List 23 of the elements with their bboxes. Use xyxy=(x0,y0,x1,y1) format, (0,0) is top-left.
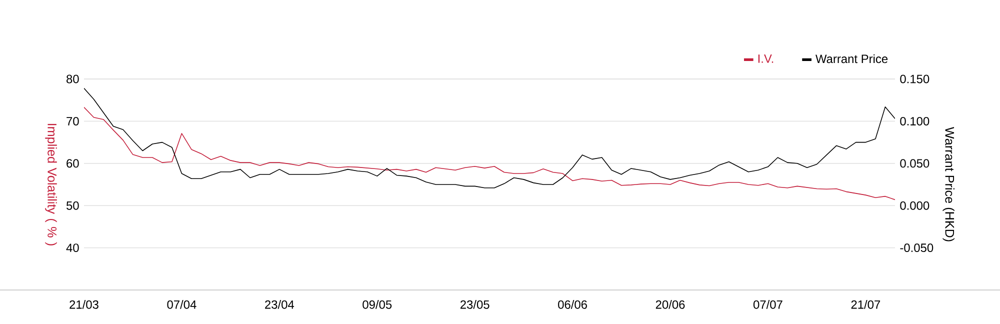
y-axis-title: Implied Volatility ( % ) xyxy=(45,124,57,246)
y-tick-label: 50 xyxy=(66,201,79,210)
x-tick-label: 07/04 xyxy=(167,300,196,309)
y2-tick-label: 0.100 xyxy=(900,116,930,126)
y-tick-label: 80 xyxy=(66,74,79,84)
legend-label: I.V. xyxy=(758,54,774,63)
y-tick-label: 60 xyxy=(66,159,79,168)
y2-axis-title: Warrant Price (HKD) xyxy=(942,126,954,242)
x-tick-label: 21/07 xyxy=(851,300,880,309)
y-tick-label: 70 xyxy=(66,116,79,126)
x-tick-label: 21/03 xyxy=(70,300,98,309)
x-tick-label: 23/05 xyxy=(460,300,490,309)
y2-tick-label: 0.000 xyxy=(900,201,930,210)
x-tick-label: 20/06 xyxy=(656,300,685,309)
x-tick-label: 09/05 xyxy=(362,300,392,309)
y-tick-label: 40 xyxy=(66,244,79,252)
x-tick-label: 23/04 xyxy=(265,300,294,309)
x-tick-label: 06/06 xyxy=(558,300,587,309)
y2-tick-label: 0.050 xyxy=(900,159,930,168)
x-tick-label: 07/07 xyxy=(753,300,782,309)
y2-tick-label: 0.150 xyxy=(900,74,930,84)
y2-tick-label: -0.050 xyxy=(900,244,934,252)
legend-label: Warrant Price xyxy=(816,54,888,64)
